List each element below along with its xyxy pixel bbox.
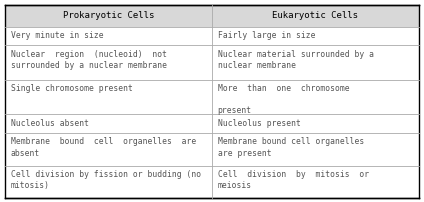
Text: Nuclear  region  (nucleoid)  not
surrounded by a nuclear membrane: Nuclear region (nucleoid) not surrounded… — [11, 50, 167, 70]
Text: Very minute in size: Very minute in size — [11, 31, 103, 40]
Bar — [5, 5, 419, 26]
Text: Nuclear material surrounded by a
nuclear membrane: Nuclear material surrounded by a nuclear… — [218, 50, 374, 70]
Text: Cell division by fission or budding (no
mitosis): Cell division by fission or budding (no … — [11, 170, 201, 190]
Text: Nucleolus absent: Nucleolus absent — [11, 119, 89, 128]
Text: Fairly large in size: Fairly large in size — [218, 31, 315, 40]
Text: Membrane  bound  cell  organelles  are
absent: Membrane bound cell organelles are absen… — [11, 137, 196, 158]
Text: Nucleolus present: Nucleolus present — [218, 119, 300, 128]
Text: Membrane bound cell organelles
are present: Membrane bound cell organelles are prese… — [218, 137, 364, 158]
Text: Eukaryotic Cells: Eukaryotic Cells — [273, 11, 358, 20]
Text: Cell  division  by  mitosis  or
meiosis: Cell division by mitosis or meiosis — [218, 170, 368, 190]
Text: Prokaryotic Cells: Prokaryotic Cells — [63, 11, 154, 20]
Text: Single chromosome present: Single chromosome present — [11, 84, 132, 93]
Text: More  than  one  chromosome

present: More than one chromosome present — [218, 84, 349, 115]
